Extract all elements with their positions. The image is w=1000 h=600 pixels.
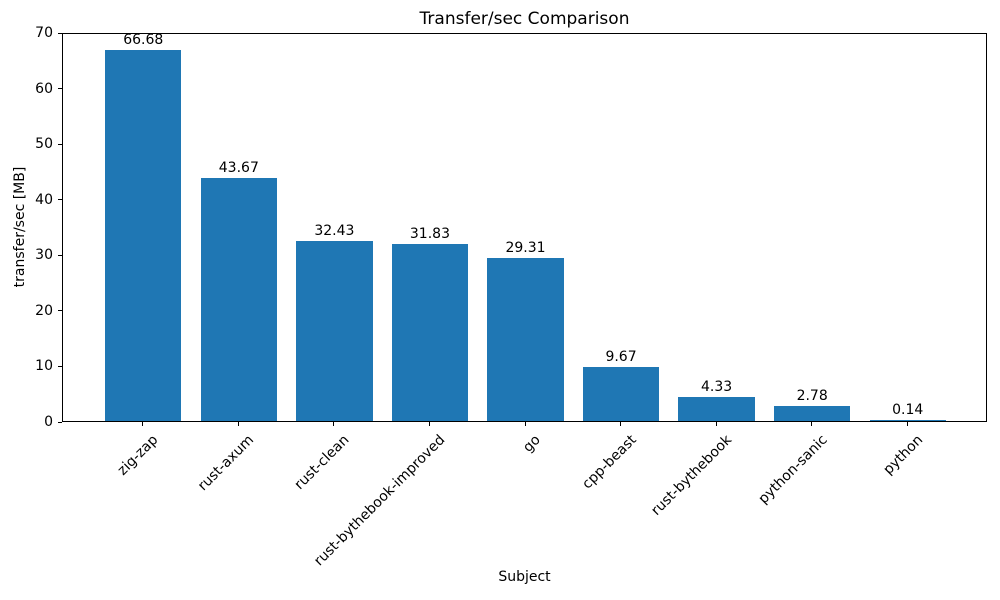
bar-zig-zap <box>105 50 182 421</box>
y-tick-label: 30 <box>35 247 53 264</box>
bar-value-label: 32.43 <box>314 222 355 239</box>
x-axis-label: Subject <box>498 569 551 585</box>
x-tick-mark <box>620 422 622 426</box>
x-tick-mark <box>333 422 335 426</box>
bar-value-label: 66.68 <box>123 32 164 49</box>
x-tick-mark <box>428 422 430 426</box>
x-tick-label: rust-clean <box>291 432 353 493</box>
y-tick-mark <box>58 143 62 145</box>
bar-python <box>869 420 946 421</box>
y-tick-label: 50 <box>35 136 53 153</box>
x-tick-label: rust-axum <box>195 432 258 495</box>
y-tick-mark <box>58 421 62 423</box>
bar-python-sanic <box>773 405 851 421</box>
bar-rust-bythebook-improved <box>391 244 469 421</box>
x-tick-mark <box>715 422 717 426</box>
y-tick-label: 60 <box>35 80 53 97</box>
bar-value-label: 31.83 <box>409 226 450 243</box>
x-tick-label: zig-zap <box>114 432 162 479</box>
y-tick-mark <box>58 199 62 201</box>
x-tick-label: rust-bythebook <box>648 432 735 519</box>
y-tick-label: 40 <box>35 191 53 208</box>
x-tick-mark <box>142 422 144 426</box>
bar-rust-clean <box>296 240 373 421</box>
chart-title: Transfer/sec Comparison <box>419 9 630 29</box>
y-tick-label: 10 <box>35 358 53 375</box>
x-tick-mark <box>237 422 239 426</box>
y-tick-label: 70 <box>35 25 53 41</box>
x-tick-mark <box>524 422 526 426</box>
y-tick-mark <box>58 254 62 256</box>
y-tick-label: 0 <box>44 414 53 430</box>
x-tick-label: cpp-beast <box>578 432 640 493</box>
x-tick-mark <box>811 422 813 426</box>
bar-rust-axum <box>200 178 278 421</box>
x-tick-label: go <box>520 432 544 456</box>
bar-value-label: 2.78 <box>796 387 828 404</box>
y-tick-mark <box>58 88 62 90</box>
plot-area: 66.68 43.67 32.43 31.83 29.31 9.67 4.33 2.78 0.1… <box>62 32 987 422</box>
x-tick-mark <box>906 422 908 426</box>
x-tick-label: python <box>880 432 927 478</box>
y-tick-label: 20 <box>35 302 53 319</box>
bar-value-label: 29.31 <box>505 240 546 257</box>
y-axis-label: transfer/sec [MB] <box>12 166 28 288</box>
bar-rust-bythebook <box>678 396 755 421</box>
x-tick-label: python-sanic <box>755 432 831 508</box>
bar-cpp-beast <box>582 367 660 421</box>
bar-go <box>487 258 564 421</box>
y-tick-mark <box>58 310 62 312</box>
bar-value-label: 4.33 <box>701 378 733 395</box>
y-tick-mark <box>58 365 62 367</box>
bar-value-label: 0.14 <box>892 402 924 418</box>
bar-value-label: 9.67 <box>605 349 637 366</box>
y-tick-mark <box>58 32 62 34</box>
bar-value-label: 43.67 <box>218 160 259 177</box>
